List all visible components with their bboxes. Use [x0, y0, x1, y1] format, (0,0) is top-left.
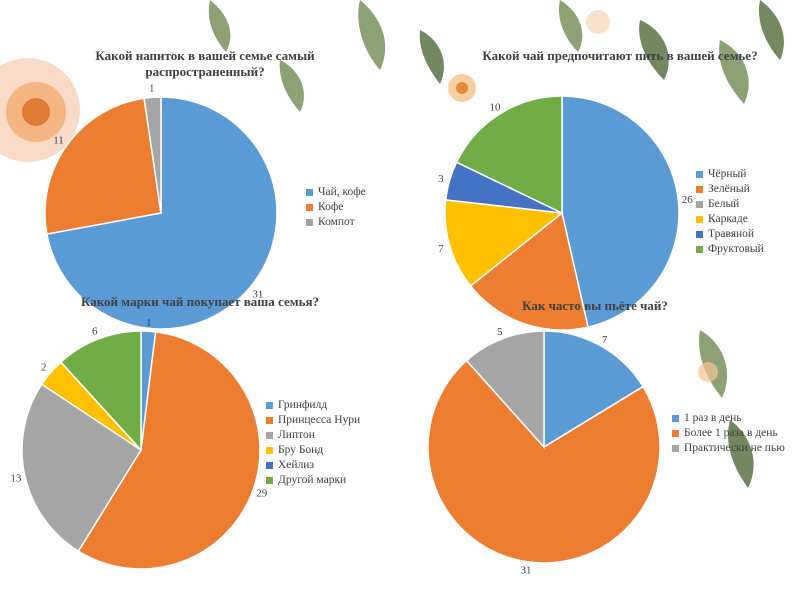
chart-3-data-label: 13 — [10, 472, 22, 484]
legend-label: Белый — [708, 198, 740, 210]
legend-item: Липтон — [266, 429, 396, 442]
legend-swatch — [266, 447, 273, 454]
legend-label: Кофе — [318, 201, 344, 213]
legend-swatch — [696, 246, 703, 253]
legend-item: Другой марки — [266, 474, 396, 487]
legend-label: Чай, кофе — [318, 186, 366, 198]
legend-item: Хейлиз — [266, 459, 396, 472]
legend-item: Чёрный — [696, 168, 796, 181]
legend-label: 1 раз в день — [684, 412, 742, 424]
legend-item: 1 раз в день — [672, 412, 792, 425]
chart-4-slice — [427, 359, 661, 564]
chart-2-data-label: 7 — [438, 243, 444, 255]
chart-4-slice — [543, 330, 645, 449]
chart-3-slice — [77, 331, 261, 570]
legend-swatch — [266, 417, 273, 424]
legend-swatch — [266, 462, 273, 469]
chart-3-data-label: 1 — [146, 317, 152, 329]
legend-swatch — [306, 204, 313, 211]
legend-swatch — [696, 171, 703, 178]
chart-3-legend: Гринфилд Принцесса Нури Липтон Бру Бонд Хейл… — [266, 399, 396, 489]
legend-item: Более 1 раза в день — [672, 427, 792, 440]
legend-swatch — [672, 445, 679, 452]
chart-2-slice — [561, 95, 680, 328]
legend-label: Компот — [318, 216, 355, 228]
chart-3-data-label: 29 — [256, 488, 268, 500]
legend-item: Чай, кофе — [306, 186, 426, 199]
legend-label: Зелёный — [708, 183, 750, 195]
legend-label: Липтон — [278, 429, 315, 441]
legend-item: Фруктовый — [696, 243, 796, 256]
legend-item: Принцесса Нури — [266, 414, 396, 427]
legend-label: Бру Бонд — [278, 444, 324, 456]
legend-label: Чёрный — [708, 168, 747, 180]
chart-1-slice — [143, 96, 162, 214]
chart-1-slice — [44, 97, 162, 235]
legend-swatch — [306, 189, 313, 196]
chart-1-title: Какой напиток в вашей семье самый распро… — [95, 48, 315, 79]
legend-item: Кофе — [306, 201, 426, 214]
chart-2-title: Какой чай предпочитают пить в вашей семь… — [482, 48, 758, 63]
legend-item: Гринфилд — [266, 399, 396, 412]
flower-decoration-icon — [0, 10, 718, 382]
chart-3-data-label: 6 — [92, 326, 98, 338]
chart-2-data-label: 3 — [438, 173, 444, 185]
chart-2-data-label: 10 — [489, 101, 501, 113]
legend-swatch — [696, 186, 703, 193]
legend-label: Каркаде — [708, 213, 748, 225]
chart-2-slice — [455, 95, 563, 215]
legend-swatch — [266, 432, 273, 439]
chart-1-data-label: 31 — [252, 289, 263, 301]
legend-swatch — [266, 402, 273, 409]
legend-item: Каркаде — [696, 213, 796, 226]
chart-4-data-label: 31 — [520, 565, 531, 577]
legend-swatch — [672, 430, 679, 437]
chart-1-slice — [46, 96, 278, 330]
leaf-decoration-icon — [208, 0, 784, 488]
chart-4-slice — [465, 330, 545, 449]
legend-label: Фруктовый — [708, 243, 764, 255]
chart-4-data-label: 7 — [602, 334, 608, 346]
chart-2-legend: Чёрный Зелёный Белый Каркаде Травяной Фруктов… — [696, 168, 796, 258]
legend-item: Зелёный — [696, 183, 796, 196]
legend-item: Практически не пью — [672, 442, 792, 455]
chart-3-title: Какой марки чай покупает ваша семья? — [80, 294, 319, 309]
legend-label: Хейлиз — [278, 459, 314, 471]
chart-2-slice — [444, 199, 564, 288]
legend-swatch — [696, 201, 703, 208]
chart-4-title: Как часто вы пьёте чай? — [522, 298, 668, 313]
chart-3-slice — [59, 330, 142, 452]
legend-label: Травяной — [708, 228, 755, 240]
legend-label: Другой марки — [278, 474, 347, 486]
chart-1-data-label: 11 — [53, 135, 64, 147]
chart-3-slice — [21, 383, 143, 553]
legend-item: Травяной — [696, 228, 796, 241]
legend-swatch — [306, 219, 313, 226]
chart-3-data-label: 2 — [41, 362, 47, 374]
chart-2-data-label: 26 — [682, 194, 694, 206]
legend-item: Бру Бонд — [266, 444, 396, 457]
chart-4-legend: 1 раз в день Более 1 раза в день Практичес… — [672, 412, 792, 457]
chart-4-data-label: 5 — [497, 326, 503, 338]
legend-label: Практически не пью — [684, 442, 785, 454]
legend-label: Гринфилд — [278, 399, 328, 411]
chart-1-data-label: 1 — [149, 82, 155, 94]
chart-2-slice — [469, 211, 589, 331]
legend-swatch — [696, 216, 703, 223]
legend-item: Белый — [696, 198, 796, 211]
legend-swatch — [672, 415, 679, 422]
legend-label: Более 1 раза в день — [684, 427, 778, 439]
legend-label: Принцесса Нури — [278, 414, 361, 426]
legend-item: Компот — [306, 216, 426, 229]
legend-swatch — [266, 477, 273, 484]
legend-swatch — [696, 231, 703, 238]
chart-1-legend: Чай, кофе Кофе Компот — [306, 186, 426, 231]
